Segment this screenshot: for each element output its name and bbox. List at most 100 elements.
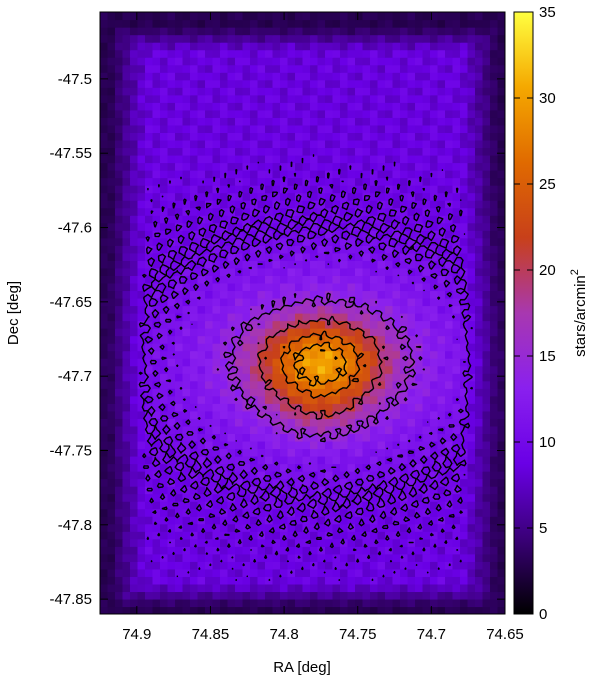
heatmap-cell bbox=[280, 508, 289, 517]
heatmap-cell bbox=[137, 275, 146, 284]
heatmap-cell bbox=[437, 568, 446, 577]
heatmap-cell bbox=[160, 200, 169, 209]
heatmap-cell bbox=[137, 124, 146, 133]
heatmap-cell bbox=[482, 260, 491, 269]
heatmap-cell bbox=[107, 576, 116, 585]
heatmap-cell bbox=[392, 358, 401, 367]
heatmap-cell bbox=[467, 34, 476, 43]
heatmap-cell bbox=[197, 147, 206, 156]
heatmap-cell bbox=[430, 313, 439, 322]
heatmap-cell bbox=[137, 538, 146, 547]
heatmap-cell bbox=[355, 154, 364, 164]
heatmap-cell bbox=[257, 516, 266, 525]
heatmap-cell bbox=[160, 440, 169, 450]
heatmap-cell bbox=[280, 34, 289, 43]
heatmap-cell bbox=[407, 395, 416, 404]
contour-line bbox=[280, 330, 367, 399]
heatmap-cell bbox=[212, 591, 221, 600]
heatmap-cell bbox=[377, 237, 386, 246]
heatmap-cell bbox=[242, 79, 251, 88]
heatmap-cell bbox=[310, 538, 319, 547]
heatmap-cell bbox=[385, 463, 394, 472]
heatmap-cell bbox=[430, 373, 439, 382]
heatmap-cell bbox=[377, 49, 386, 58]
heatmap-cell bbox=[197, 124, 206, 133]
heatmap-cell bbox=[107, 553, 116, 562]
heatmap-cell bbox=[257, 42, 266, 51]
heatmap-cell bbox=[325, 215, 334, 224]
heatmap-cell bbox=[310, 531, 319, 540]
heatmap-cell bbox=[392, 486, 401, 495]
heatmap-cell bbox=[257, 440, 266, 450]
heatmap-cell bbox=[227, 94, 236, 103]
heatmap-cell bbox=[490, 523, 499, 532]
colorbar-tick-label: 30 bbox=[539, 90, 556, 107]
heatmap-cell bbox=[280, 49, 289, 58]
heatmap-cell bbox=[362, 230, 371, 239]
heatmap-cell bbox=[205, 154, 214, 164]
heatmap-cell bbox=[130, 350, 139, 359]
heatmap-cell bbox=[460, 418, 469, 427]
heatmap-cell bbox=[415, 124, 424, 133]
heatmap-cell bbox=[392, 501, 401, 510]
heatmap-cell bbox=[347, 170, 356, 179]
heatmap-cell bbox=[265, 252, 274, 261]
heatmap-cell bbox=[137, 365, 146, 374]
heatmap-cell bbox=[175, 147, 184, 156]
heatmap-cell bbox=[257, 478, 266, 487]
heatmap-cell bbox=[212, 425, 221, 434]
heatmap-cell bbox=[400, 154, 409, 164]
heatmap-cell bbox=[160, 501, 169, 510]
heatmap-cell bbox=[437, 388, 446, 397]
heatmap-cell bbox=[355, 207, 364, 216]
heatmap-cell bbox=[317, 12, 326, 21]
heatmap-cell bbox=[160, 373, 169, 382]
heatmap-cell bbox=[107, 358, 116, 367]
heatmap-cell bbox=[175, 290, 184, 299]
heatmap-cell bbox=[310, 320, 319, 329]
heatmap-cell bbox=[205, 365, 214, 374]
heatmap-cell bbox=[167, 350, 176, 359]
heatmap-cell bbox=[452, 425, 461, 434]
heatmap-cell bbox=[280, 275, 289, 284]
heatmap-cell bbox=[287, 207, 296, 216]
heatmap-cell bbox=[265, 448, 274, 457]
heatmap-cell bbox=[220, 34, 229, 43]
heatmap-cell bbox=[355, 170, 364, 179]
heatmap-cell bbox=[235, 328, 244, 337]
y-tick-label: -47.7 bbox=[58, 368, 92, 385]
heatmap-cell bbox=[392, 320, 401, 329]
heatmap-cell bbox=[302, 57, 311, 66]
heatmap-cell bbox=[482, 109, 491, 118]
heatmap-cell bbox=[235, 523, 244, 532]
heatmap-cell bbox=[467, 553, 476, 562]
heatmap-cell bbox=[295, 27, 304, 36]
heatmap-cell bbox=[205, 433, 214, 442]
heatmap-cell bbox=[362, 12, 371, 21]
heatmap-cell bbox=[250, 425, 259, 434]
heatmap-cell bbox=[400, 418, 409, 427]
heatmap-cell bbox=[460, 27, 469, 36]
heatmap-cell bbox=[460, 162, 469, 171]
heatmap-cell bbox=[137, 147, 146, 156]
heatmap-cell bbox=[265, 275, 274, 284]
heatmap-cell bbox=[400, 42, 409, 51]
heatmap-cell bbox=[385, 34, 394, 43]
heatmap-cell bbox=[250, 576, 259, 585]
heatmap-cell bbox=[295, 538, 304, 547]
heatmap-cell bbox=[460, 49, 469, 58]
heatmap-cell bbox=[205, 260, 214, 269]
heatmap-cell bbox=[310, 185, 319, 194]
heatmap-cell bbox=[317, 576, 326, 585]
heatmap-cell bbox=[227, 433, 236, 442]
heatmap-cell bbox=[272, 373, 281, 382]
heatmap-cell bbox=[467, 267, 476, 276]
heatmap-cell bbox=[152, 576, 161, 585]
heatmap-cell bbox=[145, 275, 154, 284]
heatmap-cell bbox=[467, 598, 476, 608]
heatmap-cell bbox=[467, 87, 476, 96]
heatmap-cell bbox=[497, 117, 505, 126]
heatmap-cell bbox=[310, 358, 319, 367]
heatmap-cell bbox=[460, 117, 469, 126]
heatmap-cell bbox=[152, 49, 161, 58]
